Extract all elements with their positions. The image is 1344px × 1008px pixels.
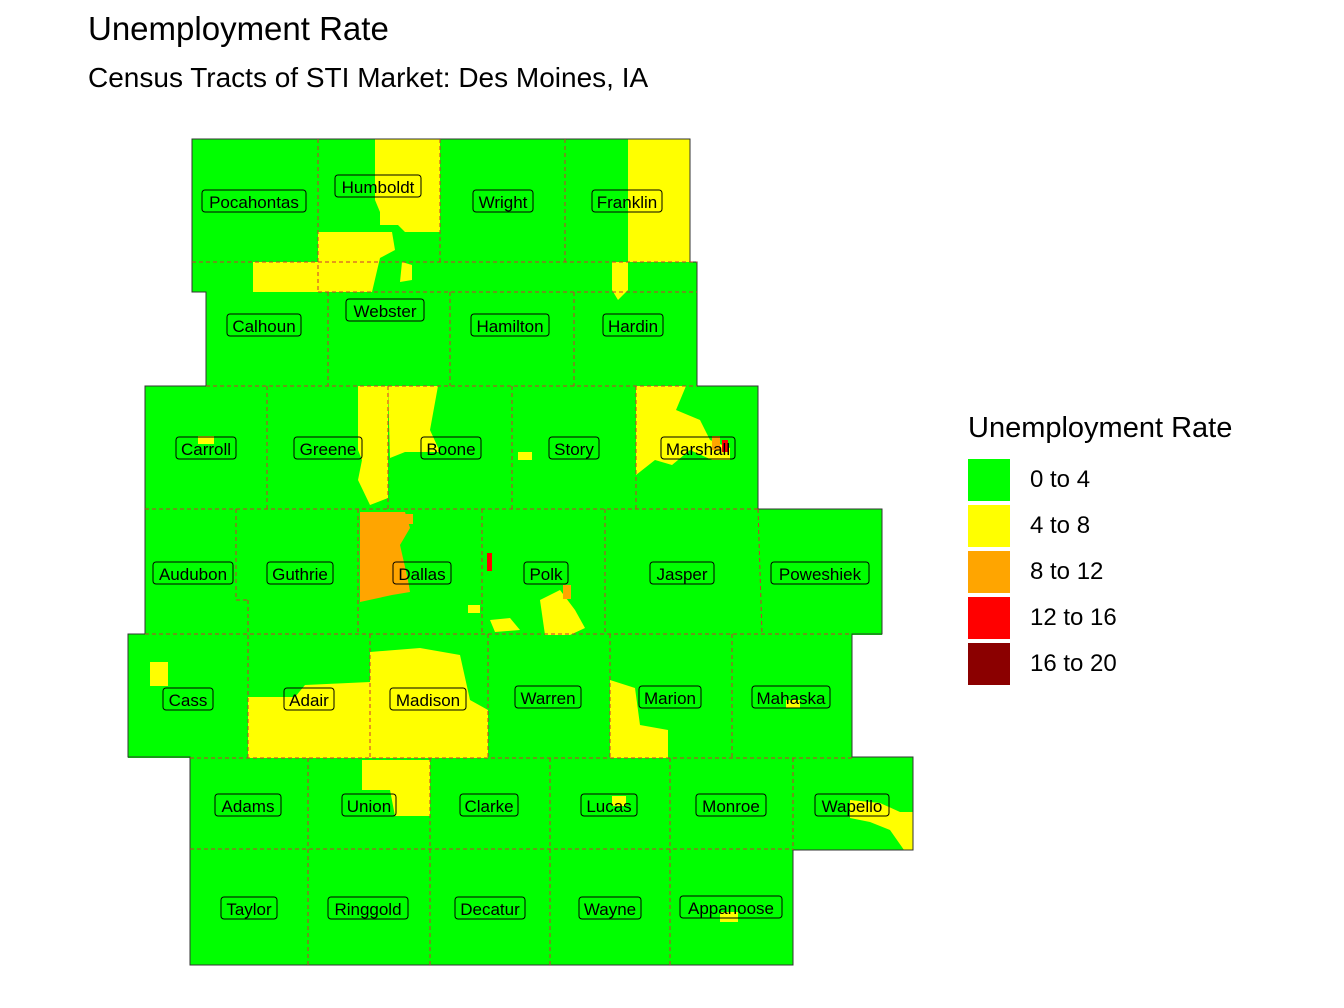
county-label-text: Humboldt bbox=[342, 178, 415, 197]
county-label-text: Adams bbox=[222, 797, 275, 816]
county-label-pocahontas: Pocahontas bbox=[201, 189, 307, 213]
legend-swatch bbox=[968, 643, 1010, 685]
county-label-guthrie: Guthrie bbox=[266, 561, 334, 585]
county-label-humboldt: Humboldt bbox=[334, 174, 422, 198]
county-label-monroe: Monroe bbox=[695, 793, 767, 817]
county-label-text: Boone bbox=[426, 440, 475, 459]
map-outline bbox=[127, 138, 914, 966]
legend-swatch bbox=[968, 505, 1010, 547]
county-fills bbox=[128, 139, 913, 965]
county-label-marion: Marion bbox=[638, 685, 702, 709]
county-label-union: Union bbox=[341, 793, 397, 817]
county-label-madison: Madison bbox=[389, 687, 467, 711]
county-label-text: Calhoun bbox=[232, 317, 295, 336]
county-label-text: Marion bbox=[644, 689, 696, 708]
county-label-text: Madison bbox=[396, 691, 460, 710]
county-label-text: Union bbox=[347, 797, 391, 816]
tracts-8-to-12 bbox=[360, 436, 720, 602]
county-label-text: Story bbox=[554, 440, 594, 459]
county-label-ringgold: Ringgold bbox=[327, 896, 409, 920]
legend-label: 8 to 12 bbox=[1030, 558, 1104, 585]
county-label-carroll: Carroll bbox=[175, 436, 237, 460]
county-label-text: Ringgold bbox=[334, 900, 401, 919]
legend-label: 16 to 20 bbox=[1030, 650, 1117, 677]
county-label-text: Lucas bbox=[586, 797, 631, 816]
county-label-text: Pocahontas bbox=[209, 193, 299, 212]
county-label-text: Poweshiek bbox=[779, 565, 862, 584]
county-label-marshall: Marshall bbox=[660, 436, 736, 460]
county-label-calhoun: Calhoun bbox=[226, 313, 302, 337]
county-label-text: Wayne bbox=[584, 900, 636, 919]
legend-label: 4 to 8 bbox=[1030, 512, 1091, 539]
county-label-text: Marshall bbox=[666, 440, 730, 459]
county-label-hardin: Hardin bbox=[602, 313, 664, 337]
county-label-webster: Webster bbox=[345, 298, 425, 322]
county-label-text: Webster bbox=[354, 302, 417, 321]
county-label-text: Polk bbox=[529, 565, 563, 584]
county-label-clarke: Clarke bbox=[459, 793, 519, 817]
county-labels: Pocahontas Humboldt Wright Franklin Calh… bbox=[152, 174, 890, 920]
map-title: Unemployment Rate bbox=[88, 10, 389, 47]
county-label-text: Hamilton bbox=[476, 317, 543, 336]
county-label-franklin: Franklin bbox=[591, 189, 663, 213]
county-label-polk: Polk bbox=[523, 561, 569, 585]
county-label-greene: Greene bbox=[293, 436, 363, 460]
tracts-4-to-8 bbox=[150, 139, 913, 922]
county-label-decatur: Decatur bbox=[454, 896, 526, 920]
county-label-wapello: Wapello bbox=[814, 793, 890, 817]
legend-label: 12 to 16 bbox=[1030, 604, 1117, 631]
legend-item: 0 to 4 bbox=[968, 457, 1232, 503]
county-label-text: Adair bbox=[289, 691, 329, 710]
legend-swatch bbox=[968, 459, 1010, 501]
county-label-text: Greene bbox=[300, 440, 357, 459]
county-label-text: Franklin bbox=[597, 193, 657, 212]
county-label-text: Appanoose bbox=[688, 899, 774, 918]
legend-title: Unemployment Rate bbox=[968, 412, 1233, 444]
county-label-boone: Boone bbox=[420, 436, 482, 460]
county-label-poweshiek: Poweshiek bbox=[770, 561, 870, 585]
map-legend: Unemployment Rate 0 to 4 4 to 8 8 to 12 … bbox=[968, 412, 1232, 687]
tracts-12-to-16 bbox=[487, 440, 728, 571]
county-label-dallas: Dallas bbox=[392, 561, 452, 585]
county-label-text: Wapello bbox=[822, 797, 883, 816]
county-label-text: Clarke bbox=[464, 797, 513, 816]
county-label-text: Audubon bbox=[159, 565, 227, 584]
county-label-appanoose: Appanoose bbox=[679, 895, 783, 919]
legend-swatch bbox=[968, 551, 1010, 593]
county-label-text: Guthrie bbox=[272, 565, 328, 584]
county-label-wayne: Wayne bbox=[578, 896, 642, 920]
county-label-warren: Warren bbox=[514, 685, 582, 709]
county-boundaries bbox=[145, 139, 852, 965]
county-label-cass: Cass bbox=[162, 687, 214, 711]
county-label-mahaska: Mahaska bbox=[751, 685, 831, 709]
legend-label: 0 to 4 bbox=[1030, 466, 1091, 493]
county-label-text: Warren bbox=[520, 689, 575, 708]
legend-item: 12 to 16 bbox=[968, 595, 1232, 641]
legend-item: 16 to 20 bbox=[968, 641, 1232, 687]
county-label-text: Dallas bbox=[398, 565, 445, 584]
map-subtitle: Census Tracts of STI Market: Des Moines,… bbox=[88, 62, 649, 93]
county-label-text: Taylor bbox=[226, 900, 272, 919]
county-label-text: Monroe bbox=[702, 797, 760, 816]
county-label-text: Carroll bbox=[181, 440, 231, 459]
county-label-adams: Adams bbox=[214, 793, 282, 817]
county-label-lucas: Lucas bbox=[580, 793, 638, 817]
county-label-jasper: Jasper bbox=[649, 561, 715, 585]
county-label-text: Cass bbox=[169, 691, 208, 710]
county-label-story: Story bbox=[548, 436, 600, 460]
county-label-text: Mahaska bbox=[757, 689, 827, 708]
county-label-hamilton: Hamilton bbox=[470, 313, 550, 337]
county-label-text: Wright bbox=[479, 193, 528, 212]
legend-item: 4 to 8 bbox=[968, 503, 1232, 549]
county-label-audubon: Audubon bbox=[152, 561, 234, 585]
county-label-adair: Adair bbox=[283, 687, 335, 711]
county-label-text: Hardin bbox=[608, 317, 658, 336]
legend-swatch bbox=[968, 597, 1010, 639]
county-label-text: Decatur bbox=[460, 900, 520, 919]
legend-item: 8 to 12 bbox=[968, 549, 1232, 595]
county-label-text: Jasper bbox=[656, 565, 707, 584]
county-label-wright: Wright bbox=[472, 189, 534, 213]
county-label-taylor: Taylor bbox=[220, 896, 278, 920]
